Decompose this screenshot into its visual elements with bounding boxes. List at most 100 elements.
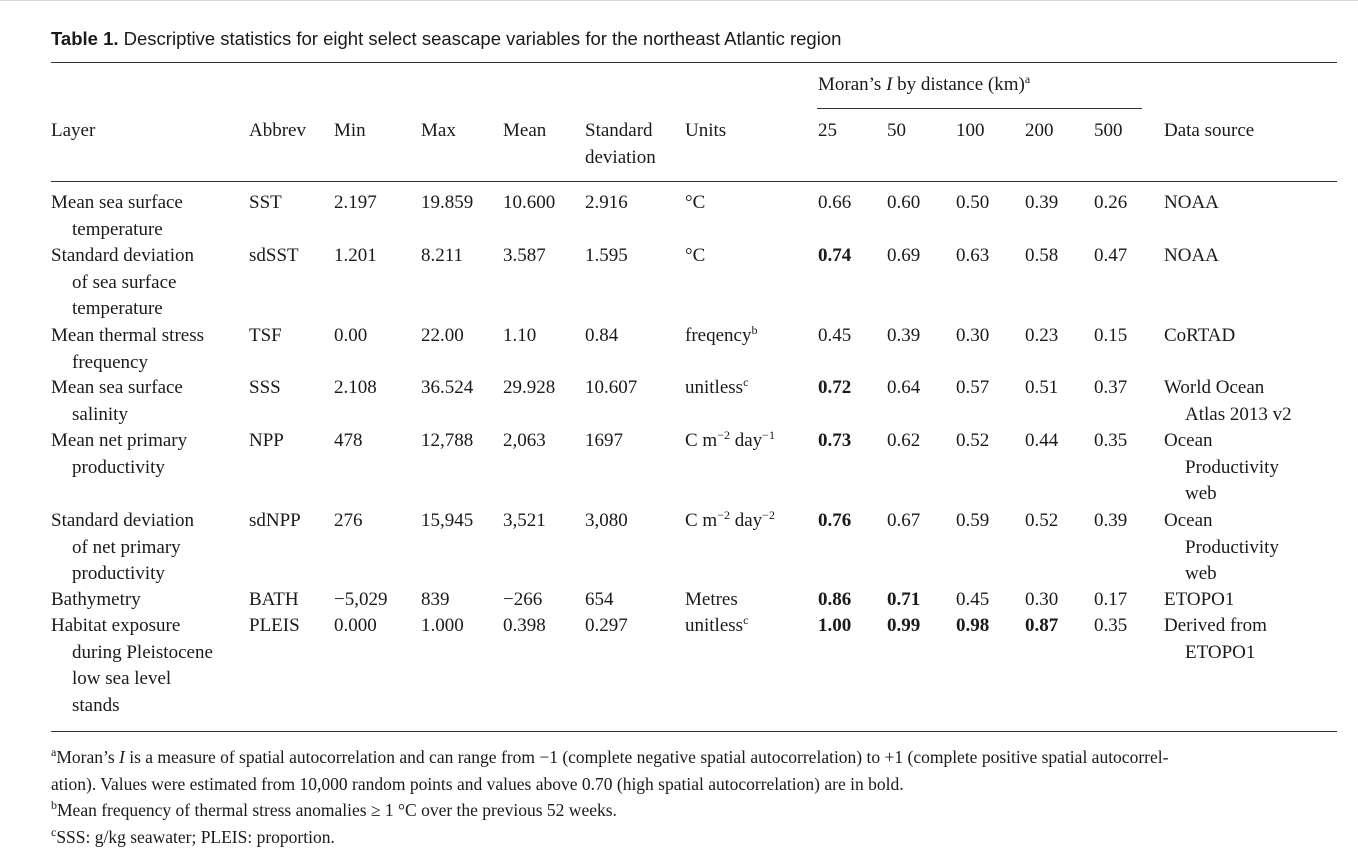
row-sd: 0.84 <box>585 325 619 346</box>
row-sd: 1.595 <box>585 245 628 266</box>
header-distance-25: 25 <box>818 120 837 141</box>
row-layer-line: Standard deviation <box>51 510 194 531</box>
row-moran-25: 0.76 <box>818 510 852 531</box>
row-units-text: C m−2 day−1 <box>685 428 775 451</box>
row-units: °C <box>685 243 705 270</box>
row-sd: 3,080 <box>585 510 628 531</box>
row-moran-50: 0.64 <box>887 377 921 398</box>
footnote-c: cSSS: g/kg seawater; PLEIS: proportion. <box>51 824 1341 851</box>
row-units-footnote-mark: b <box>751 323 758 337</box>
row-moran-50: 0.62 <box>887 430 921 451</box>
row-moran-500: 0.35 <box>1094 615 1128 636</box>
row-mean: 2,063 <box>503 430 546 451</box>
row-data-source-line: CoRTAD <box>1164 325 1236 346</box>
row-max: 839 <box>421 589 450 610</box>
row-units-footnote-mark: c <box>743 375 749 389</box>
header-distance-200: 200 <box>1025 120 1054 141</box>
row-moran-500: 0.26 <box>1094 192 1128 213</box>
row-mean: −266 <box>503 589 543 610</box>
row-units-text: Metres <box>685 589 738 610</box>
row-max: 36.524 <box>421 377 474 398</box>
row-max: 15,945 <box>421 510 474 531</box>
row-abbrev: BATH <box>249 589 299 610</box>
row-layer-name: Mean sea surface salinity <box>51 375 183 428</box>
row-abbrev: SSS <box>249 377 281 398</box>
row-moran-500: 0.39 <box>1094 510 1128 531</box>
row-abbrev: NPP <box>249 430 284 451</box>
row-layer-line: Bathymetry <box>51 589 141 610</box>
header-standard-deviation: Standard deviation <box>585 118 656 171</box>
row-data-source-line: NOAA <box>1164 245 1219 266</box>
header-sd-line1: Standard <box>585 120 653 141</box>
row-units-text: freqency <box>685 325 752 346</box>
footnote-a-text-1: Moran’s <box>56 747 120 767</box>
row-layer-line: productivity <box>72 563 165 584</box>
row-mean: 29.928 <box>503 377 556 398</box>
row-units-text: C m−2 day−2 <box>685 508 775 531</box>
row-data-source-line: Derived from <box>1164 615 1267 636</box>
row-layer-line: during Pleistocene <box>72 641 213 663</box>
row-layer-line: temperature <box>72 298 163 319</box>
header-min: Min <box>334 120 366 141</box>
row-data-source-line: web <box>1185 483 1217 504</box>
row-data-source-line: Ocean <box>1164 510 1213 531</box>
row-layer-line: frequency <box>72 351 148 373</box>
row-layer-line: productivity <box>72 456 165 478</box>
row-max: 19.859 <box>421 192 474 213</box>
row-units-text: °C <box>685 192 706 213</box>
moran-group-rule <box>817 108 1142 109</box>
row-moran-50: 0.60 <box>887 192 921 213</box>
row-layer-line: Mean sea surface <box>51 377 183 398</box>
footnote-b-mark: b <box>51 798 57 812</box>
moran-group-header: Moran’s I by distance (km)a <box>818 72 1030 99</box>
row-moran-200: 0.39 <box>1025 192 1059 213</box>
header-layer: Layer <box>51 120 96 141</box>
row-layer-name: Mean net primary productivity <box>51 428 187 481</box>
table-header-rule <box>51 181 1337 182</box>
row-moran-50: 0.67 <box>887 510 921 531</box>
row-units: unitlessc <box>685 375 748 402</box>
row-max: 1.000 <box>421 615 464 636</box>
row-min: 1.201 <box>334 245 377 266</box>
row-layer-line: Standard deviation <box>51 245 194 266</box>
row-moran-100: 0.98 <box>956 615 990 636</box>
row-layer-line: Mean net primary <box>51 430 188 451</box>
row-sd: 0.297 <box>585 615 628 636</box>
row-units: unitlessc <box>685 613 748 640</box>
row-abbrev: sdNPP <box>249 510 301 531</box>
row-moran-500: 0.15 <box>1094 325 1128 346</box>
row-moran-200: 0.30 <box>1025 589 1059 610</box>
footnote-c-text: SSS: g/kg seawater; PLEIS: proportion. <box>56 826 335 847</box>
row-data-source-line: Productivity <box>1185 536 1279 558</box>
row-moran-100: 0.30 <box>956 325 990 346</box>
row-layer-line: Habitat exposure <box>51 615 181 636</box>
row-moran-25: 1.00 <box>818 615 852 636</box>
row-moran-25: 0.45 <box>818 325 852 346</box>
row-units: Metres <box>685 587 738 614</box>
row-data-source-line: Ocean <box>1164 430 1213 451</box>
row-layer-line: stands <box>72 694 120 716</box>
row-data-source-line: Atlas 2013 v2 <box>1185 403 1292 425</box>
footnote-b-text: Mean frequency of thermal stress anomali… <box>57 800 617 820</box>
header-max: Max <box>421 120 456 141</box>
row-max: 8.211 <box>421 245 464 266</box>
row-min: −5,029 <box>334 589 388 610</box>
row-layer-name: Bathymetry <box>51 587 141 614</box>
row-moran-500: 0.47 <box>1094 245 1128 266</box>
header-data-source: Data source <box>1164 120 1255 141</box>
row-max: 22.00 <box>421 325 464 346</box>
row-data-source: NOAA <box>1164 243 1219 270</box>
row-min: 276 <box>334 510 363 531</box>
row-moran-25: 0.72 <box>818 377 852 398</box>
row-mean: 3,521 <box>503 510 546 531</box>
row-data-source-line: ETOPO1 <box>1164 589 1235 610</box>
row-moran-50: 0.39 <box>887 325 921 346</box>
footnote-b: bMean frequency of thermal stress anomal… <box>51 797 1341 824</box>
footnote-a: aMoran’s I is a measure of spatial autoc… <box>51 744 1341 797</box>
units-exponent: −2 <box>762 508 775 522</box>
row-moran-50: 0.71 <box>887 589 921 610</box>
row-moran-200: 0.87 <box>1025 615 1059 636</box>
row-moran-500: 0.37 <box>1094 377 1128 398</box>
row-sd: 10.607 <box>585 377 638 398</box>
moran-header-italic: I <box>886 74 893 95</box>
